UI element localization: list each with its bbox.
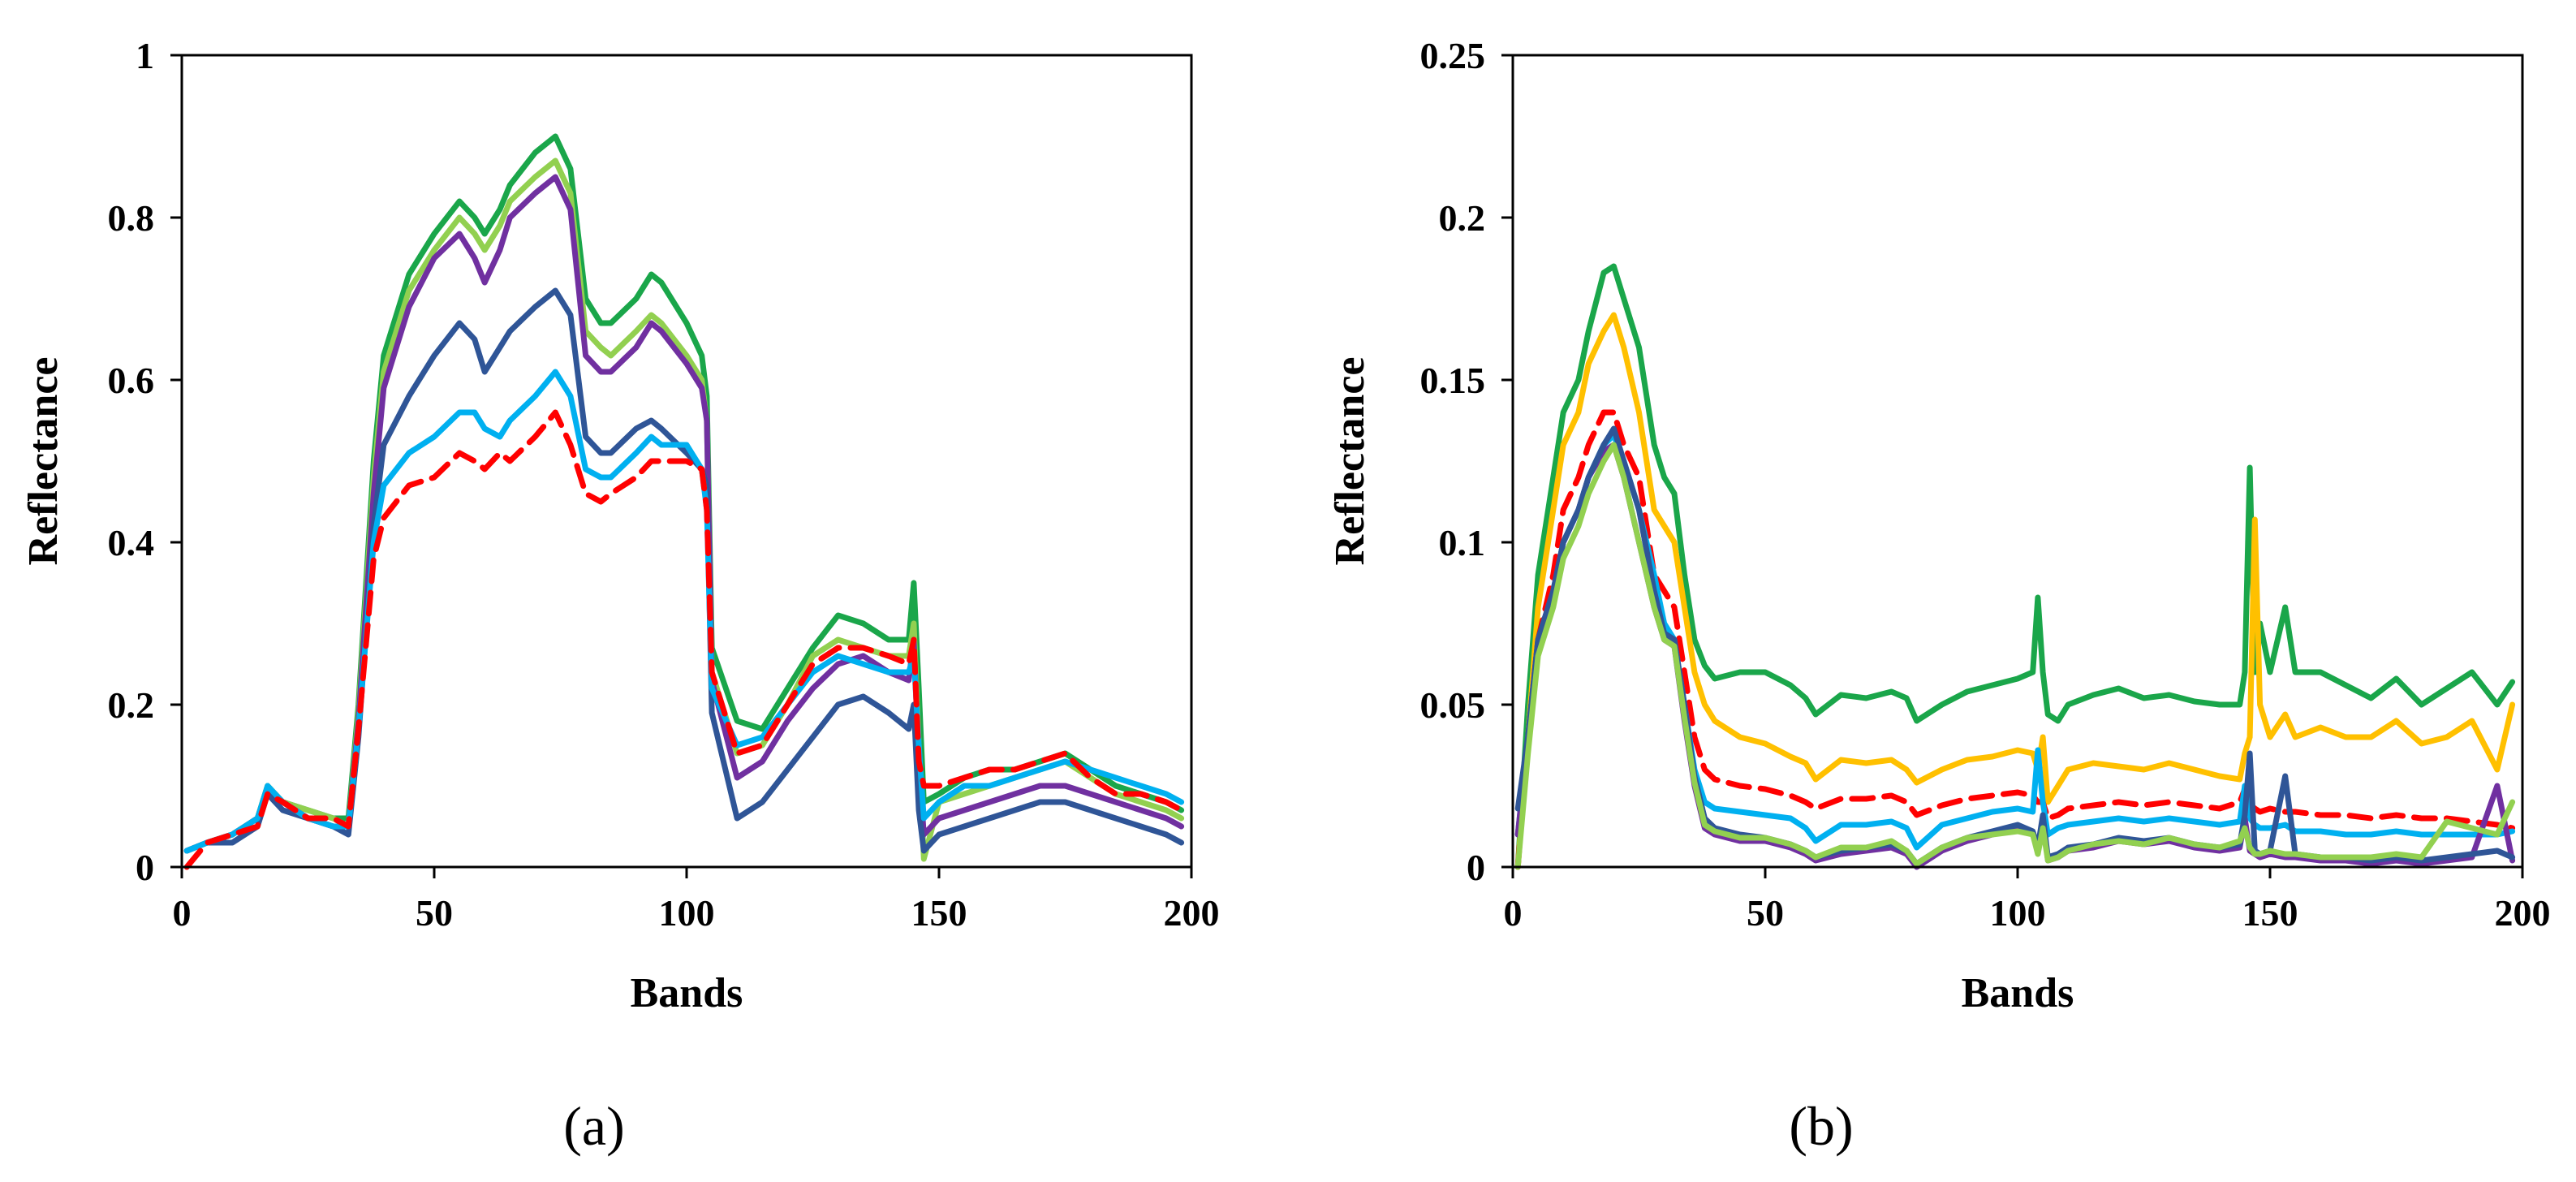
series-layer-a — [183, 133, 1185, 870]
x-tick-label-a-2: 100 — [659, 892, 715, 934]
y-tick-label-a-5: 1 — [136, 35, 154, 76]
ticks-layer-b: 0 50 100 150 200 0 0.05 0.1 0.15 0.2 0.25 — [1420, 35, 2551, 934]
y-tick-label-b-2: 0.1 — [1439, 522, 1486, 563]
y-tick-label-a-4: 0.8 — [108, 197, 155, 239]
x-tick-label-b-4: 200 — [2495, 892, 2551, 934]
x-tick-label-a-0: 0 — [173, 892, 192, 934]
y-tick-label-b-0: 0 — [1467, 847, 1485, 888]
y-tick-label-b-4: 0.2 — [1439, 197, 1486, 239]
panel-label-b: (b) — [1789, 1095, 1853, 1157]
series-line-b-dark-blue — [1514, 425, 2516, 867]
y-tick-label-a-0: 0 — [136, 847, 154, 888]
series-line-a-light-green — [183, 157, 1185, 862]
series-line-b-green — [1514, 263, 2516, 870]
series-layer-b — [1514, 263, 2516, 870]
plot-frame-b — [1511, 54, 2524, 869]
panel-label-a: (a) — [563, 1095, 624, 1157]
x-axis-title-a: Bands — [631, 970, 743, 1016]
x-tick-label-a-1: 50 — [416, 892, 453, 934]
y-axis-title-a: Reflectance — [20, 357, 67, 566]
y-tick-label-a-3: 0.6 — [108, 360, 155, 401]
x-tick-label-b-1: 50 — [1747, 892, 1784, 934]
x-tick-label-b-0: 0 — [1504, 892, 1523, 934]
x-tick-label-b-2: 100 — [1990, 892, 2046, 934]
chart-panel-b: 0 50 100 150 200 0 0.05 0.1 0.15 0.2 0.25 Bands Re… — [1327, 35, 2551, 1157]
y-tick-label-b-5: 0.25 — [1420, 35, 1486, 76]
y-tick-label-b-3: 0.15 — [1420, 360, 1486, 401]
series-line-b-red-dashed — [1514, 409, 2516, 870]
series-line-b-yellow — [1514, 312, 2516, 870]
chart-panel-a: 0 50 100 150 200 0 0.2 0.4 0.6 0.8 1 Bands Reflect… — [20, 35, 1220, 1157]
x-tick-label-a-3: 150 — [911, 892, 967, 934]
series-line-a-green — [183, 133, 1185, 854]
x-tick-label-a-4: 200 — [1164, 892, 1220, 934]
y-tick-label-a-1: 0.2 — [108, 684, 155, 726]
y-axis-title-b: Reflectance — [1327, 357, 1373, 566]
series-line-a-red-dashed — [183, 409, 1185, 870]
series-line-b-purple — [1514, 442, 2516, 870]
ticks-layer-a: 0 50 100 150 200 0 0.2 0.4 0.6 0.8 1 — [108, 35, 1220, 934]
x-axis-title-b: Bands — [1962, 970, 2074, 1016]
series-line-a-light-blue — [183, 369, 1185, 854]
x-tick-label-b-3: 150 — [2242, 892, 2298, 934]
y-tick-label-b-1: 0.05 — [1420, 684, 1486, 726]
y-tick-label-a-2: 0.4 — [108, 522, 155, 563]
series-line-a-purple — [183, 174, 1185, 854]
series-line-b-light-green — [1514, 442, 2516, 870]
